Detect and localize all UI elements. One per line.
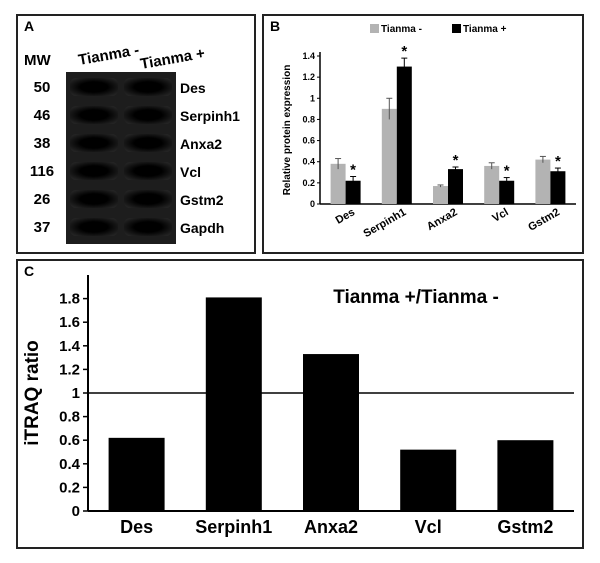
- blot-band: [70, 106, 118, 124]
- lane-header-minus: Tianma -: [77, 41, 141, 69]
- blot-band: [124, 162, 172, 180]
- y-tick-label: 0.8: [302, 114, 315, 124]
- y-tick-label: 1.4: [59, 338, 81, 355]
- mw-header: MW: [24, 52, 51, 69]
- y-tick-label: 1.2: [59, 361, 80, 378]
- y-tick-label: 0.6: [302, 136, 315, 146]
- panel-a-western-blot: A MW Tianma - Tianma + 50 Des 46 Serpinh1 38…: [16, 14, 256, 254]
- mw-value: 26: [33, 191, 51, 208]
- bar: [499, 180, 515, 204]
- blot-band: [70, 190, 118, 208]
- x-tick-label: Gstm2: [497, 517, 553, 537]
- bar: [303, 354, 359, 511]
- y-tick-label: 1: [72, 385, 80, 402]
- blot-band: [70, 162, 118, 180]
- mw-value: 116: [29, 163, 55, 180]
- bar: [497, 440, 554, 511]
- blot-band: [124, 78, 172, 96]
- legend-swatch: [370, 24, 379, 33]
- y-axis-label: Relative protein expression: [282, 65, 293, 196]
- bar: [205, 297, 262, 511]
- significance-marker: *: [555, 153, 561, 170]
- bar: [484, 165, 500, 204]
- mw-value: 46: [33, 107, 51, 124]
- bar: [381, 108, 397, 204]
- y-tick-label: 0.4: [59, 456, 81, 473]
- y-tick-label: 0.6: [59, 432, 80, 449]
- blot-band: [124, 218, 172, 236]
- chart-b-svg: 0 0.2 0.4 0.6 0.8 1 1.2 1.4 Relative protein exp…: [282, 24, 576, 240]
- blot-band: [70, 78, 118, 96]
- significance-marker: *: [504, 163, 510, 180]
- x-tick-label: Serpinh1: [362, 206, 409, 240]
- bar: [400, 449, 457, 511]
- bar: [535, 159, 551, 204]
- blot-image: [66, 72, 176, 244]
- y-tick-label: 0: [310, 199, 315, 209]
- y-tick-label: 0.4: [302, 157, 315, 167]
- bar: [448, 169, 463, 204]
- blot-band: [124, 190, 172, 208]
- significance-marker: *: [350, 162, 356, 179]
- protein-label: Gapdh: [180, 220, 225, 236]
- protein-label: Des: [180, 80, 206, 96]
- panel-a-label: A: [24, 18, 35, 34]
- y-axis-label: iTRAQ ratio: [22, 340, 43, 446]
- x-tick-label: Anxa2: [425, 206, 460, 233]
- blot-band: [124, 106, 172, 124]
- panel-c-bar-chart: C 0 0.2 0.4 0.6 0.8 1 1.2 1.4 1.6 1.8 iTRAQ ratio T…: [16, 259, 584, 549]
- bar: [550, 171, 566, 204]
- mw-value: 38: [33, 135, 51, 152]
- y-tick-label: 1.6: [59, 314, 80, 331]
- y-tick-label: 1.8: [59, 291, 80, 308]
- blot-band: [70, 134, 118, 152]
- x-tick-label: Des: [334, 206, 357, 226]
- x-tick-label: Vcl: [490, 206, 510, 225]
- chart-c-svg: 0 0.2 0.4 0.6 0.8 1 1.2 1.4 1.6 1.8 iTRAQ ratio Tia…: [22, 275, 574, 537]
- protein-label: Serpinh1: [180, 108, 240, 124]
- panel-c-label: C: [24, 263, 35, 279]
- chart-c-title: Tianma +/Tianma -: [333, 287, 499, 308]
- blot-band: [70, 218, 118, 236]
- mw-value: 37: [33, 219, 51, 236]
- bar: [330, 163, 346, 204]
- bar: [345, 180, 361, 204]
- x-tick-label: Serpinh1: [195, 517, 272, 537]
- panel-b-label: B: [270, 18, 281, 34]
- blot-band: [124, 134, 172, 152]
- lane-header-plus: Tianma +: [139, 44, 207, 73]
- x-tick-label: Des: [120, 517, 153, 537]
- bar: [433, 186, 448, 204]
- y-tick-label: 0.8: [59, 409, 80, 426]
- legend-label: Tianma +: [463, 24, 507, 35]
- bar: [396, 66, 412, 204]
- protein-label: Anxa2: [180, 136, 223, 152]
- legend-swatch: [452, 24, 461, 33]
- y-tick-label: 0: [72, 503, 80, 520]
- significance-marker: *: [453, 152, 459, 169]
- panel-b-bar-chart: B 0 0.2 0.4 0.6 0.8 1 1.2 1.4 Relative protein e…: [262, 14, 584, 254]
- protein-label: Gstm2: [180, 192, 224, 208]
- significance-marker: *: [401, 43, 407, 60]
- mw-value: 50: [33, 79, 51, 96]
- x-tick-label: Anxa2: [304, 517, 358, 537]
- x-tick-label: Gstm2: [526, 206, 562, 234]
- y-tick-label: 0.2: [59, 479, 80, 496]
- y-tick-label: 1.2: [302, 72, 315, 82]
- y-tick-label: 1: [310, 93, 315, 103]
- y-tick-label: 0.2: [302, 178, 315, 188]
- bar: [108, 437, 165, 511]
- y-tick-label: 1.4: [302, 51, 315, 61]
- legend-label: Tianma -: [381, 24, 422, 35]
- x-tick-label: Vcl: [415, 517, 442, 537]
- protein-label: Vcl: [180, 164, 202, 180]
